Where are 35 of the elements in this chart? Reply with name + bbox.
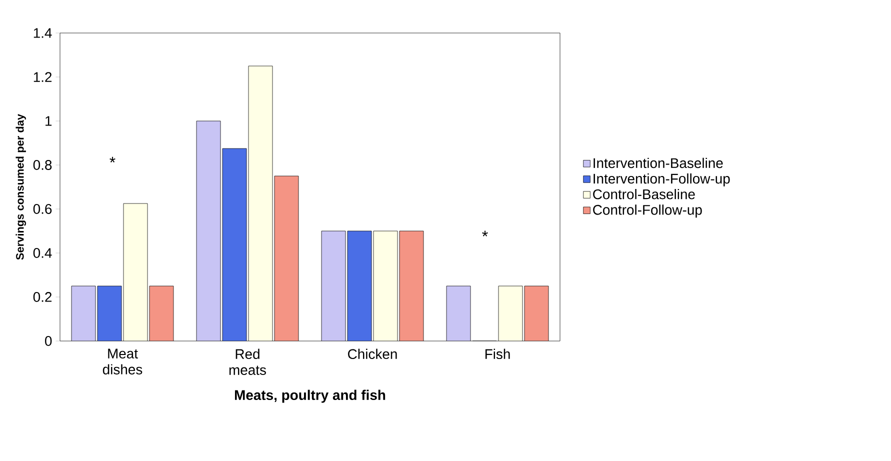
bar: [374, 231, 398, 341]
y-tick-label: 0.8: [33, 160, 52, 170]
bar: [196, 120, 221, 341]
bar: [98, 286, 122, 341]
annotation: *: [110, 156, 116, 162]
y-tick-label: 0.6: [33, 204, 52, 214]
x-tick-label: Meat dishes: [102, 348, 142, 374]
bar: [399, 231, 424, 341]
y-tick-label: 0: [45, 336, 52, 346]
y-tick-label: 1.4: [34, 28, 52, 38]
bar: [446, 286, 471, 341]
legend-label: Control-Follow-up: [593, 204, 702, 218]
y-tick-label: 1.2: [34, 72, 52, 82]
bar: [72, 286, 96, 341]
legend-label: Control-Baseline: [593, 188, 695, 200]
bar: [498, 286, 523, 341]
y-tick-label: 0.2: [33, 292, 52, 302]
bar: [322, 231, 346, 341]
bar: [149, 286, 174, 341]
bar: [123, 204, 148, 341]
bar: [348, 231, 372, 341]
x-tick-label: Fish: [485, 348, 510, 360]
legend-label: Intervention-Baseline: [594, 158, 723, 168]
y-axis-title: Servings consumed per day: [16, 114, 26, 260]
bar: [248, 66, 272, 341]
x-tick-label: Red meats: [229, 348, 266, 375]
legend-label: Intervention-Follow-up: [594, 173, 730, 186]
x-tick-label: Chicken: [348, 348, 397, 360]
annotation: *: [482, 230, 488, 236]
x-axis-title: Meats, poultry and fish: [234, 390, 386, 403]
y-tick-label: 0.4: [33, 248, 52, 258]
bar: [524, 286, 549, 341]
y-tick-label: 1: [46, 116, 52, 126]
bar: [222, 148, 247, 341]
bar: [274, 176, 298, 341]
